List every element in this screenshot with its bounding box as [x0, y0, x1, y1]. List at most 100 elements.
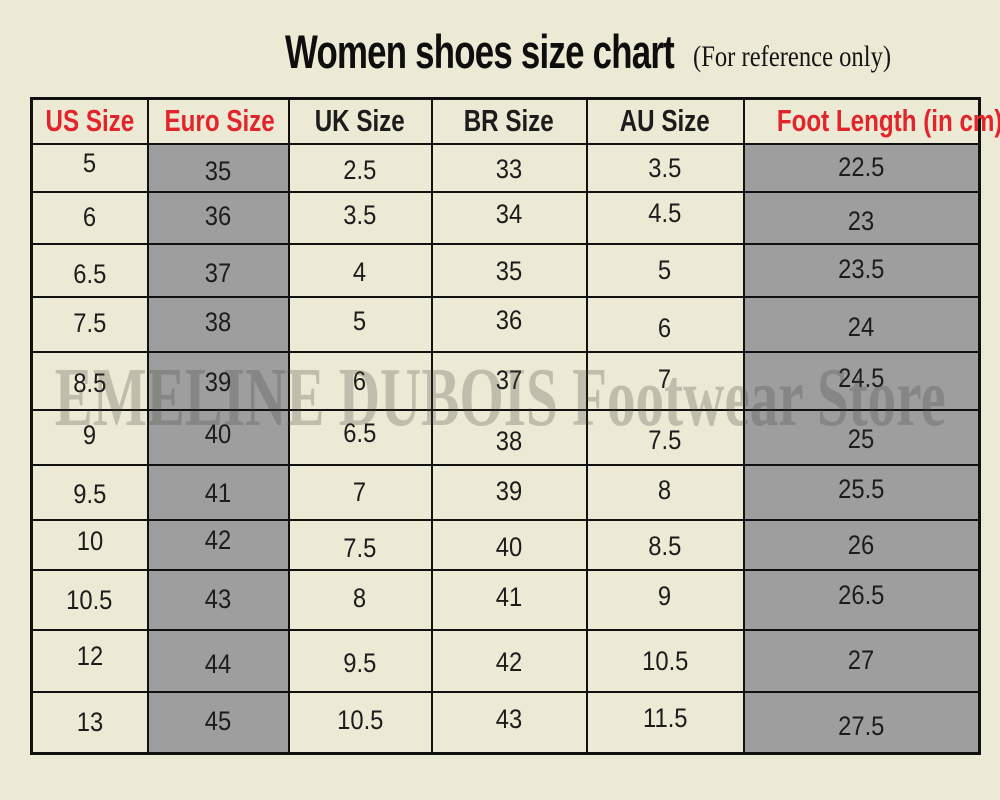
size-cell-euro-size-row-6: 40: [146, 408, 290, 466]
size-cell-foot-length-in-cm-row-7: 25.5: [742, 463, 981, 521]
size-value: 42: [495, 647, 523, 677]
size-cell-foot-length-in-cm-row-11: 27.5: [742, 690, 981, 755]
size-value: 37: [495, 365, 523, 395]
size-value: 24.5: [838, 363, 885, 393]
size-value: 5: [353, 305, 367, 336]
size-cell-euro-size-row-8: 42: [146, 518, 290, 571]
size-cell-uk-size-row-7: 7: [287, 463, 433, 521]
column-header-label: US Size: [45, 103, 135, 139]
size-cell-foot-length-in-cm-row-4: 24: [742, 295, 981, 353]
page-title: Women shoes size chart: [285, 25, 675, 78]
size-value: 4: [353, 256, 367, 287]
size-value: 6: [658, 312, 672, 343]
size-cell-au-size-row-2: 4.5: [585, 190, 745, 245]
size-cell-us-size-row-8: 10: [30, 518, 149, 571]
size-value: 27: [848, 645, 875, 675]
size-cell-us-size-row-7: 9.5: [30, 463, 149, 521]
size-cell-foot-length-in-cm-row-6: 25: [742, 408, 981, 466]
size-cell-us-size-row-5: 8.5: [30, 350, 149, 411]
size-value: 8.5: [648, 531, 682, 561]
column-header-euro-size: Euro Size: [146, 97, 290, 145]
size-cell-br-size-row-4: 36: [430, 295, 588, 353]
size-value: 2.5: [343, 155, 377, 185]
size-cell-br-size-row-6: 38: [430, 408, 588, 466]
size-value: 26.5: [838, 580, 885, 610]
table-row: 9.5 41 7 39 8 25.5: [30, 463, 981, 521]
size-value: 7: [353, 476, 367, 507]
size-cell-us-size-row-6: 9: [30, 408, 149, 466]
size-cell-foot-length-in-cm-row-5: 24.5: [742, 350, 981, 411]
size-value: 38: [495, 425, 523, 456]
size-cell-foot-length-in-cm-row-2: 23: [742, 190, 981, 245]
size-cell-us-size-row-11: 13: [30, 690, 149, 755]
size-value: 10.5: [641, 646, 689, 676]
size-value: 22.5: [838, 152, 885, 182]
size-value: 9.5: [343, 648, 377, 678]
size-cell-uk-size-row-8: 7.5: [287, 518, 433, 571]
size-value: 7.5: [648, 424, 682, 455]
size-value: 5: [658, 254, 672, 285]
size-cell-uk-size-row-10: 9.5: [287, 628, 433, 693]
size-cell-au-size-row-5: 7: [585, 350, 745, 411]
column-header-label: AU Size: [619, 103, 711, 139]
size-cell-euro-size-row-11: 45: [146, 690, 290, 755]
size-cell-euro-size-row-2: 36: [146, 190, 290, 245]
size-cell-euro-size-row-4: 38: [146, 295, 290, 353]
column-header-foot-length-in-cm: Foot Length (in cm): [742, 97, 1000, 145]
size-cell-au-size-row-7: 8: [585, 463, 745, 521]
size-value: 7: [658, 364, 672, 394]
column-header-uk-size: UK Size: [287, 97, 433, 145]
size-cell-us-size-row-9: 10.5: [30, 568, 149, 631]
size-cell-au-size-row-3: 5: [585, 242, 745, 298]
size-value: 8: [353, 583, 367, 613]
size-cell-euro-size-row-7: 41: [146, 463, 290, 521]
size-cell-foot-length-in-cm-row-8: 26: [742, 518, 981, 571]
column-header-label: Euro Size: [164, 103, 275, 139]
size-cell-br-size-row-8: 40: [430, 518, 588, 571]
size-value: 35: [495, 255, 523, 286]
size-chart-table: US Size Euro Size UK Size BR Size AU Size Foo…: [30, 97, 1000, 755]
size-cell-us-size-row-3: 6.5: [30, 242, 149, 298]
column-header-br-size: BR Size: [430, 97, 588, 145]
size-cell-foot-length-in-cm-row-9: 26.5: [742, 568, 981, 631]
size-value: 36: [495, 304, 523, 335]
size-cell-uk-size-row-3: 4: [287, 242, 433, 298]
size-value: 39: [495, 475, 523, 506]
size-value: 10: [76, 526, 103, 556]
size-value: 11.5: [642, 702, 688, 733]
size-cell-uk-size-row-5: 6: [287, 350, 433, 411]
size-value: 3.5: [648, 153, 682, 183]
size-value: 39: [204, 367, 232, 397]
size-value: 23: [848, 206, 875, 236]
size-cell-euro-size-row-5: 39: [146, 350, 290, 411]
size-value: 45: [204, 705, 232, 736]
size-cell-foot-length-in-cm-row-10: 27: [742, 628, 981, 693]
size-value: 35: [204, 156, 232, 186]
column-header-us-size: US Size: [30, 97, 149, 145]
size-cell-au-size-row-11: 11.5: [585, 690, 745, 755]
size-value: 9: [83, 419, 97, 450]
size-value: 6.5: [343, 417, 377, 448]
size-value: 10.5: [336, 704, 384, 735]
size-value: 26: [848, 530, 875, 560]
size-cell-br-size-row-3: 35: [430, 242, 588, 298]
table-row: 7.5 38 5 36 6 24: [30, 295, 981, 353]
size-cell-uk-size-row-4: 5: [287, 295, 433, 353]
size-cell-us-size-row-10: 12: [30, 628, 149, 693]
size-cell-euro-size-row-10: 44: [146, 628, 290, 693]
size-cell-au-size-row-9: 9: [585, 568, 745, 631]
column-header-label: UK Size: [314, 103, 406, 139]
size-cell-au-size-row-1: 3.5: [585, 142, 745, 193]
size-value: 25.5: [838, 473, 885, 504]
size-value: 27.5: [838, 710, 885, 741]
header-row: US Size Euro Size UK Size BR Size AU Size Foo…: [30, 97, 1000, 145]
size-cell-uk-size-row-2: 3.5: [287, 190, 433, 245]
size-cell-au-size-row-4: 6: [585, 295, 745, 353]
size-value: 12: [76, 641, 103, 671]
size-value: 37: [204, 257, 232, 288]
size-cell-uk-size-row-11: 10.5: [287, 690, 433, 755]
size-cell-euro-size-row-1: 35: [146, 142, 290, 193]
size-cell-uk-size-row-1: 2.5: [287, 142, 433, 193]
size-cell-us-size-row-4: 7.5: [30, 295, 149, 353]
column-header-au-size: AU Size: [585, 97, 745, 145]
